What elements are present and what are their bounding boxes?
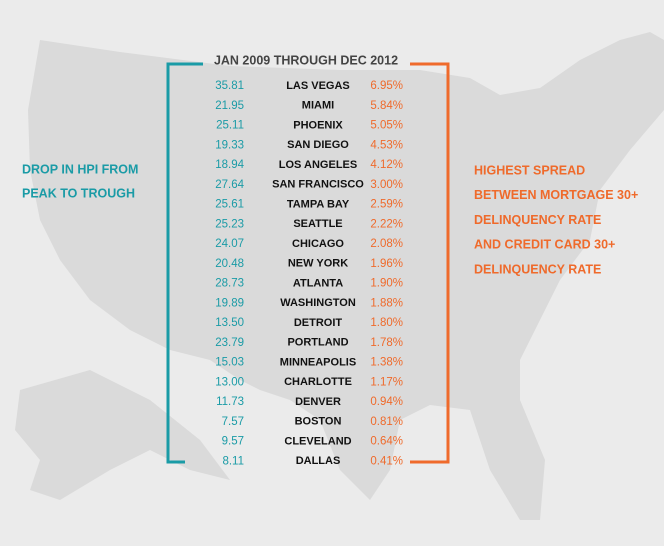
city: DETROIT [294, 317, 343, 329]
city: PHOENIX [293, 119, 343, 131]
hpi-drop: 19.89 [215, 297, 244, 309]
spread: 1.17% [370, 376, 403, 388]
hpi-drop: 13.00 [215, 376, 244, 388]
hpi-drop: 23.79 [215, 337, 244, 349]
city: CHICAGO [292, 238, 344, 250]
city: BOSTON [295, 416, 342, 428]
city: SAN FRANCISCO [272, 179, 364, 191]
right-label-line: DELINQUENCY RATE [474, 262, 601, 276]
hpi-drop: 7.57 [222, 416, 244, 428]
hpi-drop: 15.03 [215, 357, 244, 369]
bracket-line [410, 62, 450, 464]
spread: 3.00% [370, 179, 403, 191]
spread: 1.78% [370, 337, 403, 349]
spread: 6.95% [370, 80, 403, 92]
hpi-drop: 21.95 [215, 100, 244, 112]
spread: 2.08% [370, 238, 403, 250]
city: LAS VEGAS [286, 80, 350, 92]
spread: 2.22% [370, 218, 403, 230]
spread: 4.12% [370, 159, 403, 171]
city: LOS ANGELES [279, 159, 357, 171]
left-label-line: DROP IN HPI FROM [22, 162, 138, 176]
city: SAN DIEGO [287, 139, 349, 151]
spread: 1.90% [370, 278, 403, 290]
left-bracket [166, 62, 203, 464]
city: MIAMI [302, 100, 334, 112]
spread: 0.41% [370, 455, 403, 467]
hpi-drop: 35.81 [215, 80, 244, 92]
hpi-drop: 25.61 [215, 199, 244, 211]
hpi-drop: 25.11 [216, 120, 244, 132]
city: DENVER [295, 396, 341, 408]
hpi-drop: 25.23 [215, 218, 244, 230]
spread: 1.88% [370, 297, 403, 309]
spread: 4.53% [370, 139, 403, 151]
right-label-line: HIGHEST SPREAD [474, 163, 585, 177]
spread: 0.81% [370, 416, 403, 428]
bracket-line [166, 62, 203, 464]
spread: 1.80% [370, 317, 403, 329]
spread: 1.96% [370, 258, 403, 270]
spread: 1.38% [370, 357, 403, 369]
city: SEATTLE [293, 218, 342, 230]
right-bracket [410, 62, 450, 464]
spread: 2.59% [370, 199, 403, 211]
right-label-line: BETWEEN MORTGAGE 30+ [474, 188, 638, 202]
hpi-drop: 28.73 [215, 278, 244, 290]
spread: 5.84% [370, 100, 403, 112]
spread: 0.94% [370, 396, 403, 408]
city: MINNEAPOLIS [280, 356, 356, 368]
city: CLEVELAND [284, 435, 351, 447]
right-label-line: AND CREDIT CARD 30+ [474, 238, 615, 252]
city: ATLANTA [293, 277, 343, 289]
hpi-drop: 18.94 [215, 159, 244, 171]
spread: 0.64% [370, 436, 403, 448]
city: CHARLOTTE [284, 376, 352, 388]
hpi-drop: 9.57 [222, 436, 244, 448]
hpi-drop: 11.73 [216, 396, 244, 408]
hpi-drop: 20.48 [215, 258, 244, 270]
spread: 5.05% [370, 120, 403, 132]
right-label-line: DELINQUENCY RATE [474, 213, 601, 227]
hpi-drop: 19.33 [215, 139, 244, 151]
hpi-drop: 13.50 [215, 317, 244, 329]
city: WASHINGTON [280, 297, 356, 309]
city: DALLAS [296, 455, 341, 467]
hpi-drop: 8.11 [222, 455, 244, 467]
hpi-drop: 24.07 [215, 238, 244, 250]
title: JAN 2009 THROUGH DEC 2012 [214, 53, 398, 67]
city: PORTLAND [287, 337, 348, 349]
hpi-drop: 27.64 [215, 179, 244, 191]
city: TAMPA BAY [287, 198, 350, 210]
left-label-line: PEAK TO TROUGH [22, 186, 135, 200]
us-map [15, 32, 664, 520]
city: NEW YORK [288, 258, 348, 270]
